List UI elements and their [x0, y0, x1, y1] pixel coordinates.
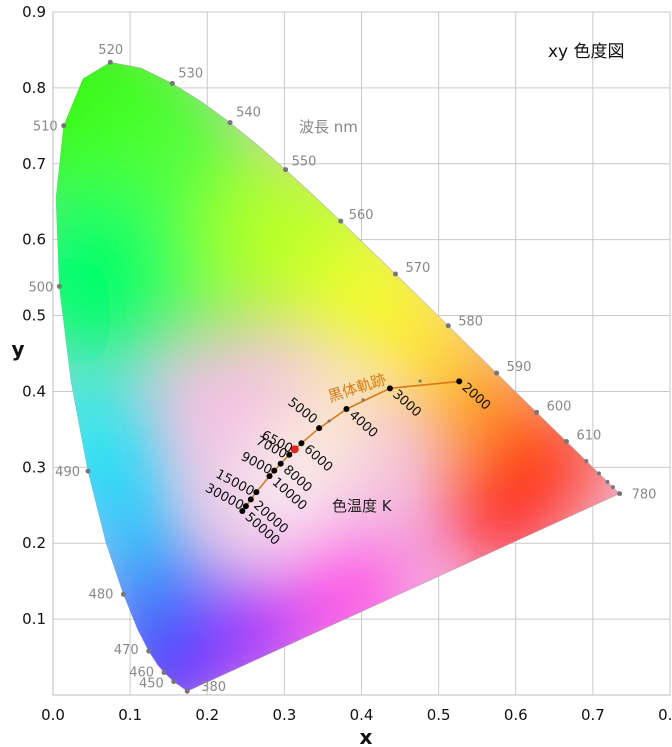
wavelength-label: 波長 nm — [299, 118, 358, 136]
wavelength-label: 780 — [632, 488, 657, 503]
y-axis-title: y — [11, 337, 24, 361]
wavelength-label: 530 — [178, 66, 203, 81]
x-tick-label: 0.1 — [118, 706, 142, 724]
wavelength-marker — [146, 648, 152, 654]
wavelength-marker — [338, 218, 344, 224]
wavelength-label: 460 — [129, 665, 154, 680]
y-tick-label: 0.7 — [22, 155, 46, 173]
y-tick-label: 0.2 — [22, 534, 46, 552]
locus-tail-marker — [596, 471, 601, 476]
wavelength-label: 380 — [201, 680, 226, 695]
wavelength-marker — [56, 283, 62, 289]
blackbody-point — [266, 473, 273, 480]
axis-ticks: 0.0 0.1 0.2 0.3 0.4 0.5 0.6 0.7 0.8 0.1 0.2 0.3 0.4 0… — [22, 3, 672, 724]
blackbody-point — [298, 440, 305, 447]
wavelength-label: 500 — [28, 280, 53, 295]
wavelength-marker — [61, 123, 67, 129]
wavelength-marker — [107, 59, 113, 65]
chart-title: xy 色度図 — [548, 42, 625, 62]
wavelength-marker — [445, 323, 451, 329]
horseshoe-outline — [55, 61, 621, 692]
wavelength-marker — [120, 591, 126, 597]
chromaticity-horseshoe — [55, 61, 621, 692]
wavelength-label: 570 — [406, 261, 431, 276]
x-tick-label: 0.8 — [658, 706, 672, 724]
blackbody-point — [239, 508, 246, 515]
blackbody-point — [247, 496, 254, 503]
x-tick-label: 0.0 — [41, 706, 65, 724]
wavelength-label: 470 — [114, 643, 139, 658]
wavelength-label: 540 — [236, 106, 261, 121]
wavelength-marker — [161, 669, 167, 675]
wavelength-marker — [171, 679, 177, 685]
wavelength-label: 490 — [55, 465, 80, 480]
blackbody-point — [316, 425, 323, 432]
blackbody-point — [456, 378, 463, 385]
x-axis-title: x — [360, 725, 373, 747]
blackbody-minor-marker — [327, 419, 331, 423]
wavelength-marker — [169, 80, 175, 86]
x-tick-label: 0.2 — [195, 706, 219, 724]
blackbody-minor-marker — [361, 398, 365, 402]
wavelength-label: 600 — [547, 399, 572, 414]
wavelength-label: 550 — [292, 155, 317, 170]
wavelength-label: 480 — [89, 587, 114, 602]
wavelength-marker — [227, 120, 233, 126]
wavelength-marker — [393, 271, 399, 277]
wavelength-marker — [563, 439, 569, 445]
wavelength-label: 610 — [576, 429, 601, 444]
y-tick-label: 0.5 — [22, 307, 46, 325]
x-tick-label: 0.4 — [350, 706, 374, 724]
y-tick-label: 0.6 — [22, 231, 46, 249]
y-tick-label: 0.9 — [22, 3, 46, 21]
blackbody-point — [242, 503, 249, 510]
wavelength-marker — [85, 468, 91, 474]
y-tick-label: 0.1 — [22, 610, 46, 628]
wavelength-label: 560 — [349, 208, 374, 223]
wavelength-marker — [494, 370, 500, 376]
locus-tail-marker — [610, 485, 615, 490]
blackbody-point — [343, 406, 350, 413]
wavelength-marker — [617, 491, 623, 497]
wavelength-label: 510 — [33, 120, 58, 135]
wavelength-label: 580 — [458, 315, 483, 330]
blackbody-minor-marker — [418, 379, 422, 383]
blackbody-point — [271, 467, 278, 474]
locus-tail-marker — [605, 479, 610, 484]
wavelength-label: 590 — [507, 360, 532, 375]
y-tick-label: 0.3 — [22, 458, 46, 476]
x-tick-label: 0.7 — [581, 706, 605, 724]
wavelength-marker — [184, 688, 190, 694]
blackbody-point — [386, 385, 393, 392]
blackbody-point — [277, 460, 284, 467]
wavelength-label: 450 — [139, 677, 164, 692]
locus-tail-marker — [584, 459, 589, 464]
x-tick-label: 0.5 — [427, 706, 451, 724]
wavelength-marker — [534, 409, 540, 415]
x-tick-label: 0.3 — [272, 706, 296, 724]
blackbody-point — [253, 489, 260, 496]
y-tick-label: 0.4 — [22, 382, 46, 400]
blackbody-point-highlight — [290, 445, 299, 454]
wavelength-marker — [283, 167, 289, 173]
y-tick-label: 0.8 — [22, 79, 46, 97]
blackbody-point — [286, 451, 293, 458]
wavelength-label: 520 — [98, 43, 123, 58]
x-tick-label: 0.6 — [504, 706, 528, 724]
color-temperature-label: 色温度 K — [332, 497, 393, 515]
